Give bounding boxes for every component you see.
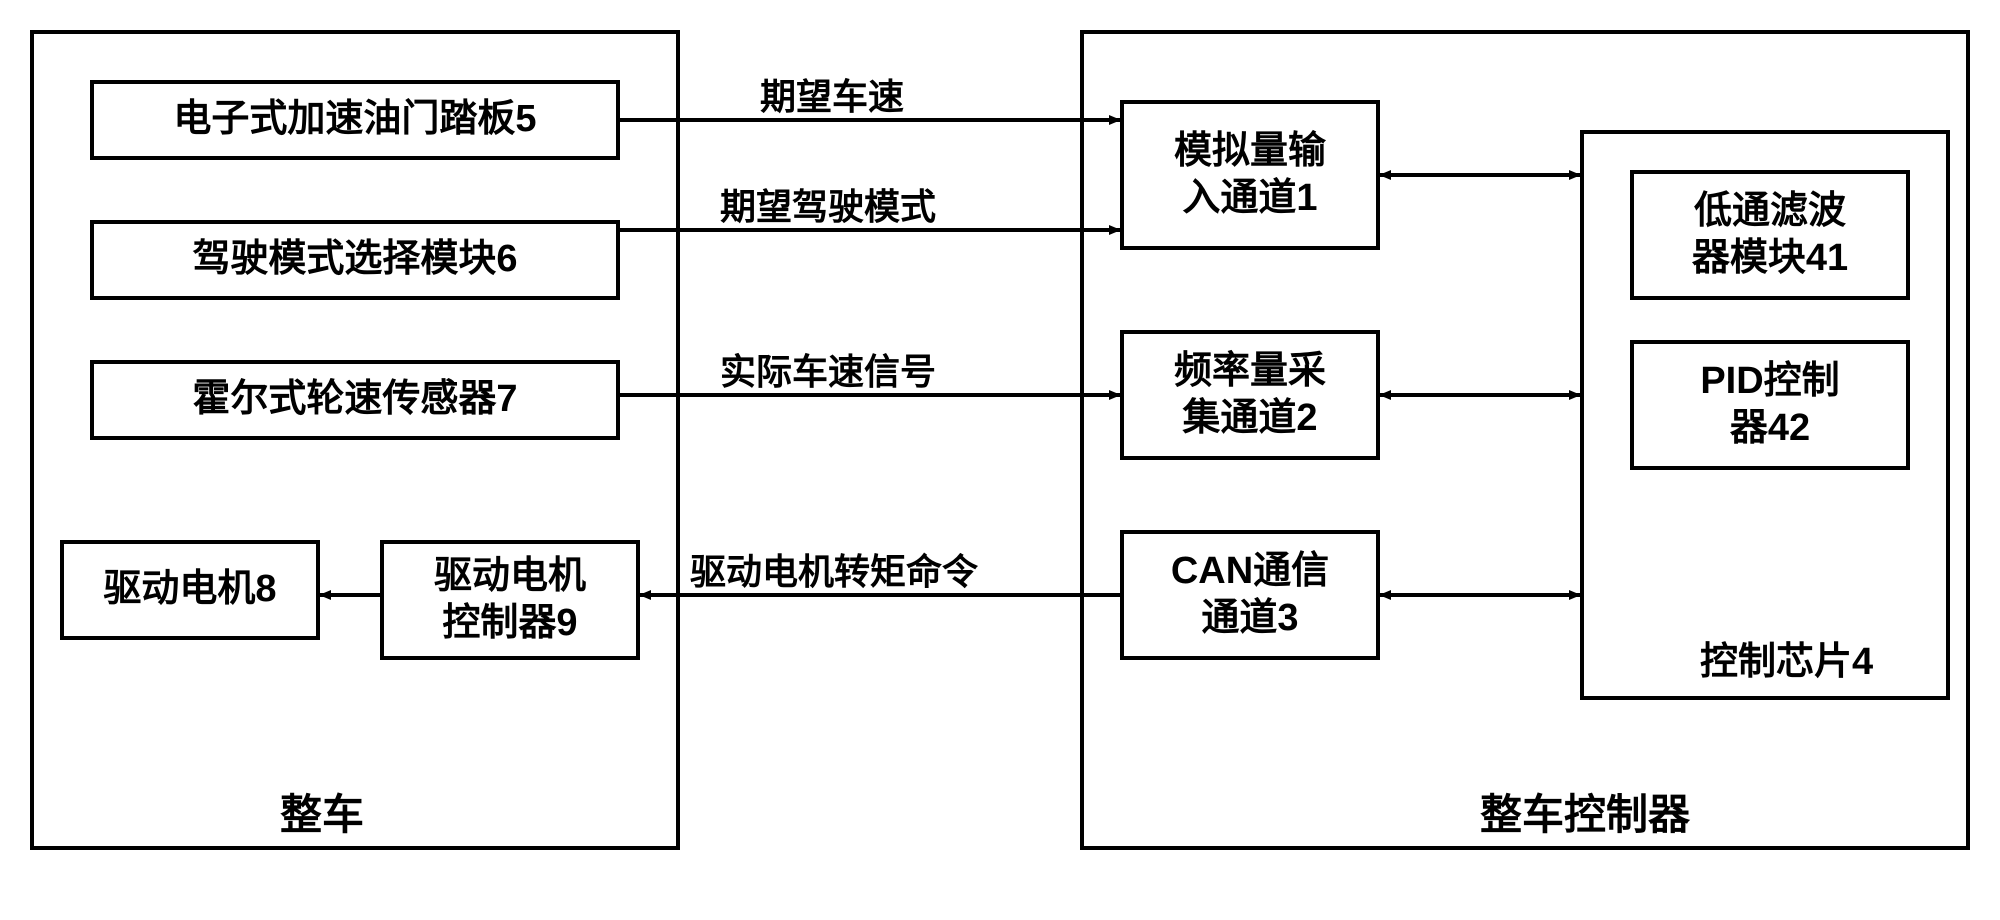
edge-label-e2: 期望驾驶模式 [720, 185, 936, 228]
box-motor: 驱动电机8 [60, 540, 320, 640]
box-mode: 驾驶模式选择模块6 [90, 220, 620, 300]
box-lpf: 低通滤波 器模块41 [1630, 170, 1910, 300]
box-mctrl: 驱动电机 控制器9 [380, 540, 640, 660]
diagram-canvas: 整车 整车控制器 控制芯片4 电子式加速油门踏板5 驾驶模式选择模块6 霍尔式轮… [0, 0, 2000, 920]
container-chip-label: 控制芯片4 [1700, 640, 1873, 686]
box-pid: PID控制 器42 [1630, 340, 1910, 470]
box-pedal: 电子式加速油门踏板5 [90, 80, 620, 160]
container-vcu-label: 整车控制器 [1480, 790, 1690, 840]
edge-label-e3: 实际车速信号 [720, 350, 936, 393]
box-freq: 频率量采 集通道2 [1120, 330, 1380, 460]
container-vehicle-label: 整车 [280, 790, 364, 840]
edge-label-e1: 期望车速 [760, 75, 904, 118]
edge-label-e4: 驱动电机转矩命令 [690, 550, 978, 593]
box-hall: 霍尔式轮速传感器7 [90, 360, 620, 440]
box-can: CAN通信 通道3 [1120, 530, 1380, 660]
box-analog: 模拟量输 入通道1 [1120, 100, 1380, 250]
